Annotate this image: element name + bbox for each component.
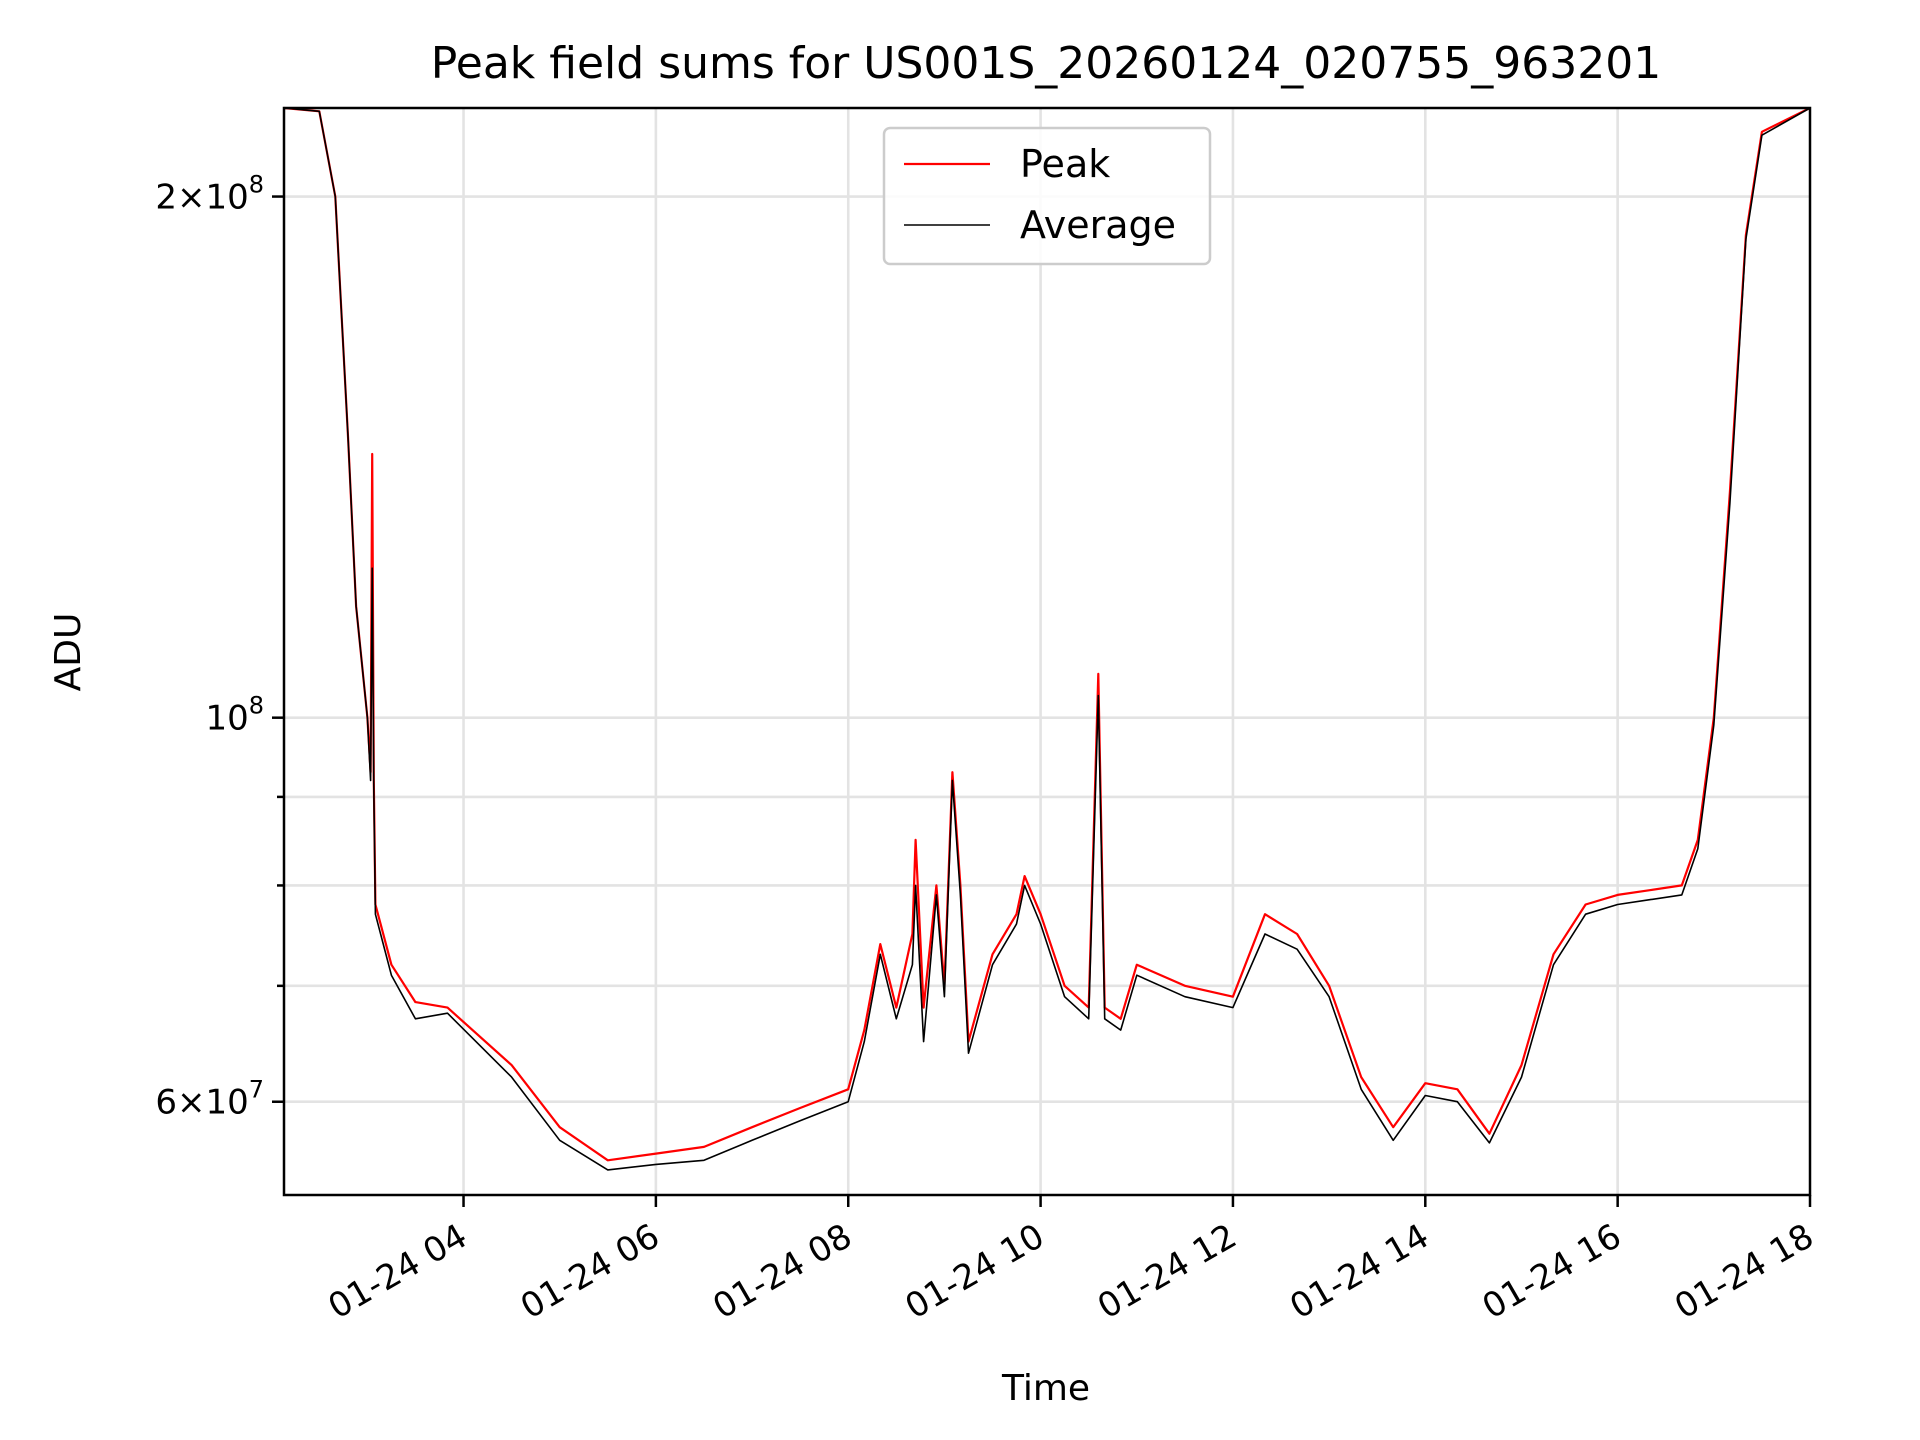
series-layer [283,106,1811,1171]
x-tick-label: 01-24 16 [1476,1216,1628,1327]
legend: Peak Average [882,126,1212,266]
x-tick-label: 01-24 14 [1283,1216,1435,1327]
x-tick-label: 01-24 06 [514,1216,666,1327]
y-tick-label: 2×108 [155,171,264,218]
x-tick-label: 01-24 10 [899,1216,1051,1327]
x-tick-label: 01-24 12 [1091,1216,1243,1327]
chart-title: Peak field sums for US001S_20260124_0207… [431,38,1661,89]
legend-label-average: Average [1020,203,1176,247]
series-line-peak [283,106,1811,1162]
legend-box [882,126,1212,266]
series-line-average [283,107,1811,1171]
y-tick-label: 6×107 [155,1076,264,1123]
legend-label-peak: Peak [1020,142,1110,186]
x-tick-label: 01-24 04 [322,1216,474,1327]
grid-layer [284,108,1810,1195]
x-tick-label: 01-24 18 [1668,1216,1820,1327]
plot-frame [282,106,1812,1197]
x-axis-label: Time [1001,1368,1090,1409]
y-axis-label: ADU [48,613,89,692]
y-tick-label: 108 [205,692,264,739]
tick-layer: 01-24 04 01-24 06 01-24 08 01-24 10 01-24 12… [155,171,1820,1328]
x-tick-label: 01-24 08 [706,1216,858,1327]
